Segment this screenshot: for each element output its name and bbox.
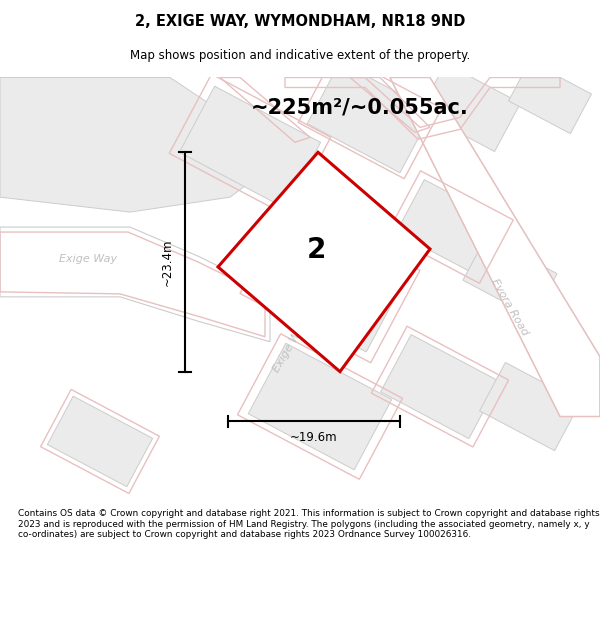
Polygon shape — [251, 212, 409, 352]
Polygon shape — [509, 61, 592, 134]
Text: Map shows position and indicative extent of the property.: Map shows position and indicative extent… — [130, 49, 470, 62]
Polygon shape — [307, 62, 433, 172]
Polygon shape — [396, 179, 504, 274]
Polygon shape — [218, 152, 430, 372]
Text: Contains OS data © Crown copyright and database right 2021. This information is : Contains OS data © Crown copyright and d… — [18, 509, 599, 539]
Text: ~225m²/~0.055ac.: ~225m²/~0.055ac. — [251, 98, 469, 118]
Polygon shape — [419, 63, 520, 151]
Polygon shape — [380, 334, 499, 439]
Text: Exige Way: Exige Way — [59, 254, 117, 264]
Polygon shape — [0, 78, 270, 212]
Text: Evora Road: Evora Road — [490, 277, 530, 337]
Text: 2: 2 — [307, 236, 326, 264]
Polygon shape — [248, 343, 392, 470]
Polygon shape — [479, 362, 580, 451]
Polygon shape — [47, 396, 152, 487]
Text: Exige Way: Exige Way — [271, 319, 309, 374]
Polygon shape — [179, 86, 320, 208]
Text: ~19.6m: ~19.6m — [290, 431, 338, 444]
Polygon shape — [0, 227, 270, 342]
Text: 2, EXIGE WAY, WYMONDHAM, NR18 9ND: 2, EXIGE WAY, WYMONDHAM, NR18 9ND — [135, 14, 465, 29]
Polygon shape — [463, 236, 557, 318]
Text: ~23.4m: ~23.4m — [161, 238, 173, 286]
Polygon shape — [390, 78, 600, 416]
